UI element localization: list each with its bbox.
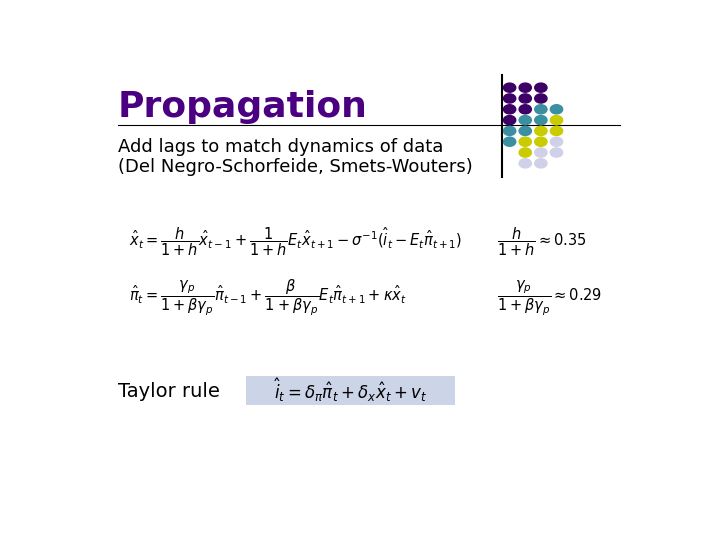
Text: Propagation: Propagation xyxy=(118,90,368,124)
Circle shape xyxy=(535,94,547,103)
Text: $\hat{x}_t = \dfrac{h}{1+h}\hat{x}_{t-1} + \dfrac{1}{1+h}E_t\hat{x}_{t+1} - \sig: $\hat{x}_t = \dfrac{h}{1+h}\hat{x}_{t-1}… xyxy=(129,225,462,258)
Circle shape xyxy=(503,126,516,136)
Circle shape xyxy=(519,116,531,125)
Circle shape xyxy=(519,137,531,146)
Circle shape xyxy=(550,148,562,157)
Circle shape xyxy=(535,126,547,136)
Circle shape xyxy=(503,137,516,146)
Text: $\dfrac{\gamma_p}{1+\beta\gamma_p} \approx 0.29$: $\dfrac{\gamma_p}{1+\beta\gamma_p} \appr… xyxy=(498,278,602,317)
Circle shape xyxy=(535,83,547,92)
Circle shape xyxy=(535,137,547,146)
FancyBboxPatch shape xyxy=(246,376,456,404)
Circle shape xyxy=(535,159,547,168)
Text: $\hat{\pi}_t = \dfrac{\gamma_p}{1+\beta\gamma_p}\hat{\pi}_{t-1} + \dfrac{\beta}{: $\hat{\pi}_t = \dfrac{\gamma_p}{1+\beta\… xyxy=(129,278,407,318)
Circle shape xyxy=(535,148,547,157)
Text: (Del Negro-Schorfeide, Smets-Wouters): (Del Negro-Schorfeide, Smets-Wouters) xyxy=(118,158,472,177)
Circle shape xyxy=(550,137,562,146)
Circle shape xyxy=(503,116,516,125)
Circle shape xyxy=(519,126,531,136)
Circle shape xyxy=(503,94,516,103)
Circle shape xyxy=(535,105,547,114)
Circle shape xyxy=(519,105,531,114)
Circle shape xyxy=(519,83,531,92)
Text: $\hat{i}_t = \delta_\pi\hat{\pi}_t + \delta_x\hat{x}_t + v_t$: $\hat{i}_t = \delta_\pi\hat{\pi}_t + \de… xyxy=(274,376,428,404)
Circle shape xyxy=(535,116,547,125)
Circle shape xyxy=(503,83,516,92)
Circle shape xyxy=(503,105,516,114)
Text: $\dfrac{h}{1+h} \approx 0.35$: $\dfrac{h}{1+h} \approx 0.35$ xyxy=(498,225,587,258)
Circle shape xyxy=(519,159,531,168)
Circle shape xyxy=(550,105,562,114)
Circle shape xyxy=(550,126,562,136)
Circle shape xyxy=(550,116,562,125)
Circle shape xyxy=(519,148,531,157)
Text: Add lags to match dynamics of data: Add lags to match dynamics of data xyxy=(118,138,444,156)
Circle shape xyxy=(519,94,531,103)
Text: Taylor rule: Taylor rule xyxy=(118,382,220,401)
